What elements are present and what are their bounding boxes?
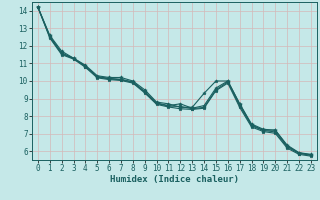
X-axis label: Humidex (Indice chaleur): Humidex (Indice chaleur) [110, 175, 239, 184]
